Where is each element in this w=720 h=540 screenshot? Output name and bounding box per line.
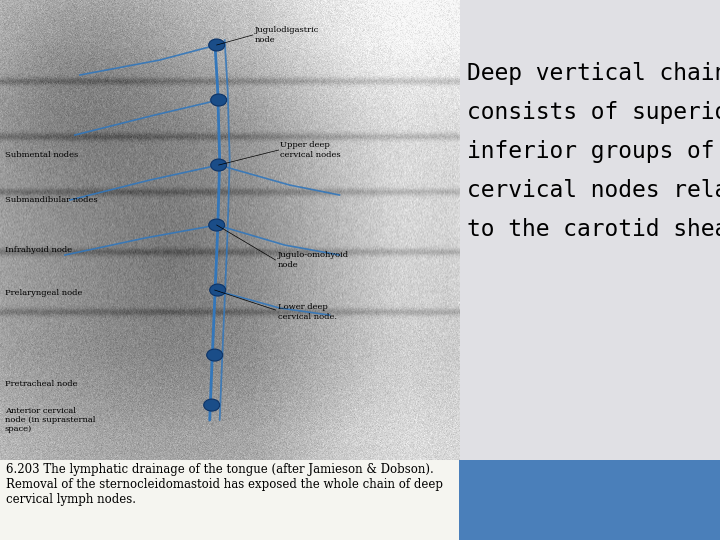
Ellipse shape	[209, 219, 225, 231]
Text: Upper deep
cervical nodes: Upper deep cervical nodes	[279, 141, 341, 159]
Text: to the carotid sheath: to the carotid sheath	[467, 218, 720, 241]
Text: inferior groups of  deep: inferior groups of deep	[467, 140, 720, 163]
Text: cervical nodes related: cervical nodes related	[467, 179, 720, 202]
Text: Jugulo-omohyoid
node: Jugulo-omohyoid node	[278, 252, 348, 268]
Ellipse shape	[211, 159, 227, 171]
Text: Submental nodes: Submental nodes	[5, 151, 78, 159]
Text: Prelaryngeal node: Prelaryngeal node	[5, 289, 82, 297]
Text: Pretracheal node: Pretracheal node	[5, 380, 78, 388]
Text: Jugulodigastric
node: Jugulodigastric node	[255, 26, 319, 44]
Bar	[459, 460, 720, 540]
Text: Deep vertical chain: Deep vertical chain	[467, 62, 720, 85]
Text: Anterior cervical
node (in suprasternal
space): Anterior cervical node (in suprasternal …	[5, 407, 96, 433]
Bar	[459, 0, 720, 460]
Bar	[0, 460, 459, 540]
Text: Submandibular nodes: Submandibular nodes	[5, 196, 98, 204]
Ellipse shape	[209, 39, 225, 51]
Ellipse shape	[204, 399, 220, 411]
Text: Infrahyoid node: Infrahyoid node	[5, 246, 72, 254]
Ellipse shape	[211, 94, 227, 106]
Text: consists of superior and: consists of superior and	[467, 101, 720, 124]
Text: Lower deep
cervical node.: Lower deep cervical node.	[278, 303, 337, 321]
Ellipse shape	[210, 284, 225, 296]
Ellipse shape	[207, 349, 222, 361]
Text: 6.203 The lymphatic drainage of the tongue (after Jamieson & Dobson).
Removal of: 6.203 The lymphatic drainage of the tong…	[6, 463, 443, 506]
